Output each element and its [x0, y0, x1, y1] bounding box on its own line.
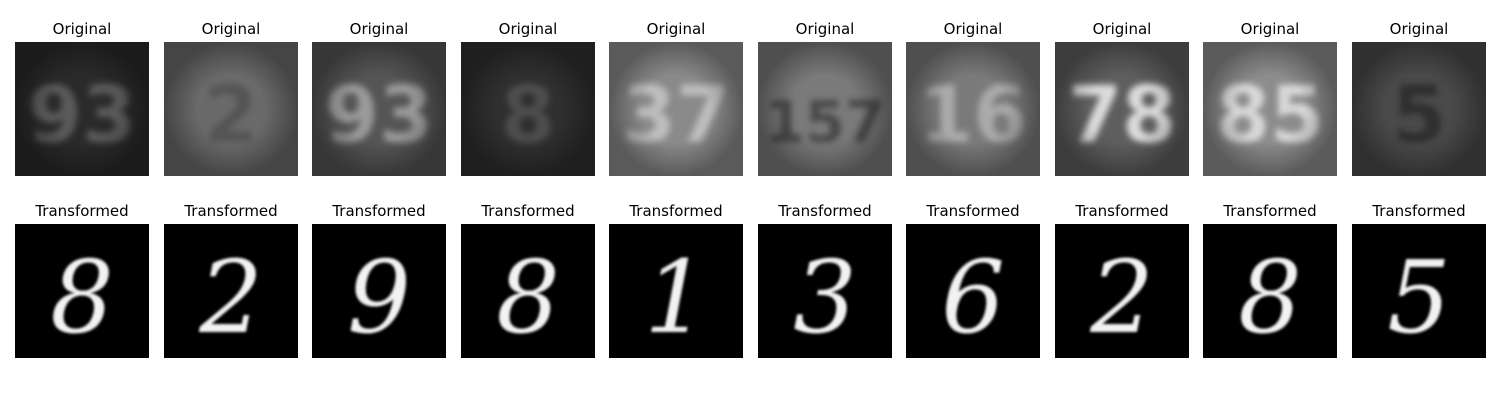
original-title: Original: [943, 20, 1003, 38]
transformed-image: 1: [609, 224, 743, 358]
panel-column-3: Original 93 Transformed 9: [312, 0, 446, 400]
svg-text:8: 8: [496, 239, 560, 356]
panel-column-5: Original 37 Transformed 1: [609, 0, 743, 400]
original-image: 5: [1352, 42, 1486, 176]
original-image: 16: [906, 42, 1040, 176]
transformed-title: Transformed: [778, 202, 872, 220]
transformed-title: Transformed: [35, 202, 129, 220]
svg-text:8: 8: [50, 239, 114, 356]
transformed-title: Transformed: [332, 202, 426, 220]
panel-column-9: Original 85 Transformed 8: [1203, 0, 1337, 400]
panel-column-1: Original 93 Transformed 8: [15, 0, 149, 400]
original-title: Original: [349, 20, 409, 38]
transformed-image: 2: [164, 224, 298, 358]
transformed-title: Transformed: [1372, 202, 1466, 220]
transformed-image: 5: [1352, 224, 1486, 358]
transformed-image: 8: [15, 224, 149, 358]
svg-text:6: 6: [941, 239, 1005, 356]
original-image: 85: [1203, 42, 1337, 176]
original-image: 78: [1055, 42, 1189, 176]
transformed-image: 8: [461, 224, 595, 358]
original-image: 37: [609, 42, 743, 176]
svg-text:2: 2: [1089, 239, 1154, 356]
panel-column-10: Original 5 Transformed 5: [1352, 0, 1486, 400]
original-title: Original: [1092, 20, 1152, 38]
transformed-title: Transformed: [629, 202, 723, 220]
panel-column-6: Original 157 Transformed 3: [758, 0, 892, 400]
original-title: Original: [52, 20, 112, 38]
svg-text:3: 3: [793, 239, 857, 356]
original-title: Original: [795, 20, 855, 38]
transformed-title: Transformed: [1223, 202, 1317, 220]
transformed-title: Transformed: [481, 202, 575, 220]
original-title: Original: [1240, 20, 1300, 38]
transformed-image: 2: [1055, 224, 1189, 358]
original-title: Original: [498, 20, 558, 38]
transformed-image: 6: [906, 224, 1040, 358]
original-title: Original: [1389, 20, 1449, 38]
original-title: Original: [646, 20, 706, 38]
original-image: 93: [312, 42, 446, 176]
panel-column-7: Original 16 Transformed 6: [906, 0, 1040, 400]
panel-column-2: Original 2 Transformed 2: [164, 0, 298, 400]
svg-text:8: 8: [1238, 239, 1302, 356]
svg-text:5: 5: [1387, 239, 1451, 356]
transformed-title: Transformed: [926, 202, 1020, 220]
panel-column-8: Original 78 Transformed 2: [1055, 0, 1189, 400]
transformed-image: 3: [758, 224, 892, 358]
original-image: 157: [758, 42, 892, 176]
original-image: 8: [461, 42, 595, 176]
transformed-title: Transformed: [1075, 202, 1169, 220]
svg-text:2: 2: [198, 239, 263, 356]
panel-column-4: Original 8 Transformed 8: [461, 0, 595, 400]
transformed-image: 8: [1203, 224, 1337, 358]
original-image: 93: [15, 42, 149, 176]
transformed-image: 9: [312, 224, 446, 358]
svg-text:9: 9: [347, 239, 411, 356]
original-image: 2: [164, 42, 298, 176]
transformed-title: Transformed: [184, 202, 278, 220]
svg-text:1: 1: [644, 239, 708, 356]
original-title: Original: [201, 20, 261, 38]
